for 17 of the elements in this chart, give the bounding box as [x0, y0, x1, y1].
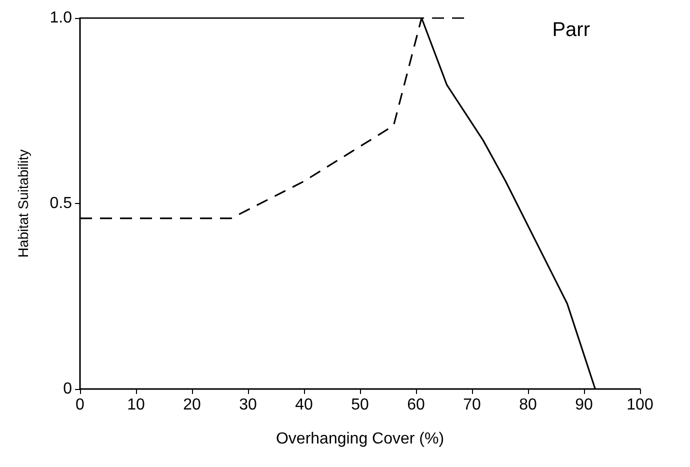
x-tick-label: 40: [295, 396, 313, 414]
x-tick-label: 20: [183, 396, 201, 414]
x-tick-label: 80: [519, 396, 537, 414]
y-tick-label: 1.0: [50, 10, 72, 26]
x-tick-label: 70: [463, 396, 481, 414]
x-tick-label: 90: [575, 396, 593, 414]
x-tick-label: 10: [127, 396, 145, 414]
x-tick-label: 60: [407, 396, 425, 414]
x-tick-label: 100: [626, 396, 654, 414]
annotation: Parr: [552, 19, 590, 41]
x-tick-label: 30: [239, 396, 257, 414]
y-tick-label: 0: [63, 380, 72, 398]
x-tick-label: 50: [351, 396, 369, 414]
x-tick-label: 0: [76, 396, 85, 414]
y-tick-label: 0.5: [50, 195, 72, 212]
y-axis-title: Habitat Suitability: [15, 149, 31, 258]
x-axis-title: Overhanging Cover (%): [276, 430, 444, 448]
